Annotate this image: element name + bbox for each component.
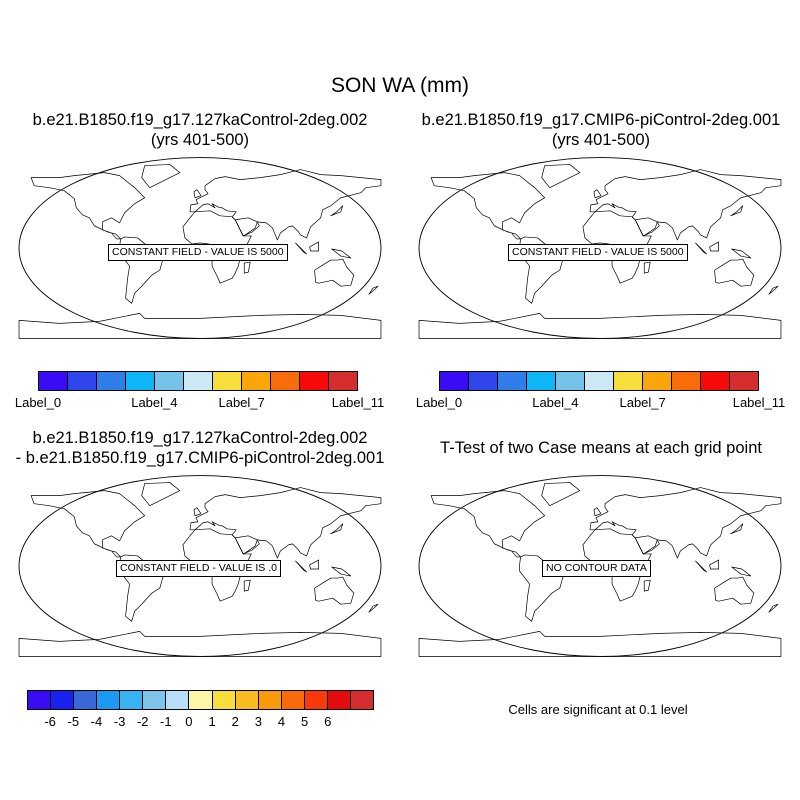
colorbar-swatch [166, 691, 190, 709]
colorbar-label: -3 [113, 714, 126, 729]
colorbar-swatch [585, 372, 614, 390]
colorbar-panel-2 [439, 371, 759, 391]
world-map-4 [418, 475, 782, 657]
colorbar-swatch [527, 372, 556, 390]
colorbar-swatch [212, 691, 236, 709]
colorbar-swatch [300, 372, 329, 390]
colorbar-label: -6 [44, 714, 56, 729]
colorbar-label: 0 [185, 714, 193, 729]
world-map-2 [418, 157, 782, 339]
map-panel-2: CONSTANT FIELD - VALUE IS 5000 [413, 151, 787, 350]
panel-3-title-line1: b.e21.B1850.f19_g17.127kaControl-2deg.00… [32, 429, 368, 447]
colorbar-swatch [189, 691, 213, 709]
panel-1-title-line1: b.e21.B1850.f19_g17.127kaControl-2deg.00… [32, 111, 368, 129]
colorbar-swatch [143, 691, 167, 709]
map-panel-4: NO CONTOUR DATA [413, 469, 787, 668]
colorbar-swatch [51, 691, 75, 709]
colorbar-swatch [97, 691, 121, 709]
colorbar-label: 2 [231, 714, 239, 729]
colorbar-label: Label_4 [532, 395, 579, 410]
colorbar-swatch [350, 691, 373, 709]
colorbar-label: 3 [254, 714, 262, 729]
map-panel-3: CONSTANT FIELD - VALUE IS .0 [13, 469, 387, 668]
colorbar-label: Label_11 [732, 395, 786, 410]
colorbar-swatch [39, 372, 68, 390]
colorbar-swatch [701, 372, 730, 390]
colorbar-swatch [327, 691, 351, 709]
colorbar-swatch [155, 372, 184, 390]
colorbar-label: -4 [90, 714, 103, 729]
colorbar-swatch [28, 691, 52, 709]
panel-4-title: T-Test of two Case means at each grid po… [440, 438, 762, 458]
world-map-1 [18, 157, 382, 339]
significance-note: Cells are significant at 0.1 level [508, 702, 688, 717]
colorbar-swatch [235, 691, 259, 709]
colorbar-swatch [74, 691, 98, 709]
colorbar-swatch [730, 372, 758, 390]
colorbar-label: -1 [160, 714, 172, 729]
panel-1-annotation: CONSTANT FIELD - VALUE IS 5000 [108, 244, 288, 261]
colorbar-swatch [271, 372, 300, 390]
colorbar-label: -5 [67, 714, 80, 729]
panel-2-annotation: CONSTANT FIELD - VALUE IS 5000 [508, 244, 688, 261]
panel-2-title-line1: b.e21.B1850.f19_g17.CMIP6-piControl-2deg… [421, 111, 781, 129]
panel-1-title-line2: (yrs 401-500) [150, 131, 250, 149]
colorbar-swatch [643, 372, 672, 390]
colorbar-label: 4 [277, 714, 286, 729]
colorbar-swatch [281, 691, 305, 709]
colorbar-swatch [440, 372, 469, 390]
colorbar-swatch [242, 372, 271, 390]
colorbar-difference [27, 690, 374, 710]
map-panel-1: CONSTANT FIELD - VALUE IS 5000 [13, 151, 387, 350]
main-title: SON WA (mm) [330, 74, 470, 97]
colorbar-label: 5 [300, 714, 309, 729]
colorbar-label: Label_0 [415, 395, 463, 410]
colorbar-label: -2 [136, 714, 149, 729]
colorbar-swatch [672, 372, 701, 390]
world-map-3 [18, 475, 382, 657]
panel-2-title: b.e21.B1850.f19_g17.CMIP6-piControl-2deg… [422, 110, 781, 150]
colorbar-swatch [68, 372, 97, 390]
colorbar-label: Label_7 [619, 395, 666, 410]
colorbar-swatch [556, 372, 585, 390]
colorbar-label: 1 [208, 714, 216, 729]
colorbar-swatch [614, 372, 643, 390]
colorbar-label: Label_4 [131, 395, 178, 410]
colorbar-swatch [469, 372, 498, 390]
colorbar-panel-1 [38, 371, 358, 391]
panel-4-title-line1: T-Test of two Case means at each grid po… [440, 439, 762, 457]
colorbar-swatch [126, 372, 155, 390]
colorbar-swatch [498, 372, 527, 390]
panel-2-title-line2: (yrs 401-500) [551, 131, 651, 149]
colorbar-swatch [213, 372, 242, 390]
colorbar-swatch [258, 691, 282, 709]
colorbar-label: 6 [324, 714, 332, 729]
colorbar-swatch [184, 372, 213, 390]
colorbar-swatch [304, 691, 328, 709]
colorbar-swatch [329, 372, 357, 390]
panel-3-annotation: CONSTANT FIELD - VALUE IS .0 [116, 560, 281, 577]
panel-4-annotation: NO CONTOUR DATA [542, 560, 651, 577]
panel-3-title: b.e21.B1850.f19_g17.127kaControl-2deg.00… [16, 428, 385, 468]
colorbar-label: Label_7 [218, 395, 265, 410]
colorbar-swatch [120, 691, 144, 709]
colorbar-swatch [97, 372, 126, 390]
panel-1-title: b.e21.B1850.f19_g17.127kaControl-2deg.00… [33, 110, 368, 150]
colorbar-label: Label_0 [14, 395, 62, 410]
colorbar-label: Label_11 [331, 395, 385, 410]
panel-3-title-line2: - b.e21.B1850.f19_g17.CMIP6-piControl-2d… [15, 449, 385, 467]
